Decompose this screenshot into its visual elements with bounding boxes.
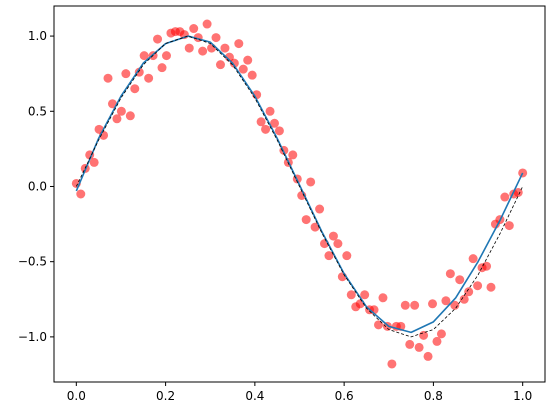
scatter-point bbox=[324, 251, 334, 261]
scatter-point bbox=[116, 106, 126, 116]
scatter-point bbox=[243, 55, 253, 65]
fit-lines bbox=[75, 35, 524, 338]
scatter-point bbox=[161, 51, 171, 61]
scatter-point bbox=[215, 60, 225, 70]
scatter-point bbox=[202, 19, 212, 29]
scatter-point bbox=[360, 290, 370, 300]
scatter-point bbox=[482, 261, 492, 271]
y-tick-label: −1.0 bbox=[18, 330, 47, 344]
x-tick-label: 0.2 bbox=[156, 389, 175, 403]
scatter-point bbox=[310, 222, 320, 232]
y-tick-label: 0.0 bbox=[28, 179, 47, 193]
y-tick-label: −0.5 bbox=[18, 255, 47, 269]
scatter-point bbox=[400, 300, 410, 310]
scatter-point bbox=[473, 281, 483, 291]
x-tick-label: 0.8 bbox=[424, 389, 443, 403]
scatter-point bbox=[207, 43, 217, 53]
scatter-point bbox=[423, 351, 433, 361]
scatter-point bbox=[459, 294, 469, 304]
scatter-point bbox=[121, 69, 131, 79]
scatter-point bbox=[450, 300, 460, 310]
scatter-point bbox=[265, 106, 275, 116]
scatter-point bbox=[76, 189, 86, 199]
scatter-point bbox=[342, 251, 352, 261]
scatter-point bbox=[153, 34, 163, 44]
scatter-point bbox=[157, 63, 167, 73]
scatter-point bbox=[500, 192, 510, 202]
scatter-point bbox=[464, 287, 474, 297]
scatter-point bbox=[328, 231, 338, 241]
scatter-point bbox=[468, 254, 478, 264]
x-axis-ticks: 0.0 0.2 0.4 0.6 0.8 1.0 bbox=[67, 382, 532, 403]
scatter-point bbox=[107, 99, 117, 109]
scatter-point bbox=[405, 339, 415, 349]
scatter-point bbox=[301, 215, 311, 225]
fitted-curve-line bbox=[75, 35, 524, 334]
y-tick-label: 1.0 bbox=[28, 29, 47, 43]
scatter-point bbox=[414, 342, 424, 352]
scatter-point bbox=[504, 221, 514, 231]
scatter-point bbox=[270, 118, 279, 128]
scatter-point bbox=[486, 282, 496, 292]
true-function-line bbox=[75, 35, 524, 338]
scatter-point bbox=[139, 51, 149, 61]
scatter-point bbox=[387, 359, 397, 369]
axes-frame bbox=[53, 5, 546, 383]
scatter-point bbox=[144, 73, 154, 83]
scatter-point bbox=[112, 114, 122, 124]
scatter-point bbox=[256, 117, 266, 127]
axes bbox=[53, 5, 546, 383]
scatter-point bbox=[428, 299, 438, 309]
scatter-series bbox=[71, 19, 528, 369]
y-tick-label: 0.5 bbox=[28, 104, 47, 118]
scatter-point bbox=[315, 204, 325, 214]
scatter-point bbox=[130, 84, 140, 94]
scatter-point bbox=[274, 126, 284, 136]
x-tick-label: 0.4 bbox=[245, 389, 264, 403]
scatter-point bbox=[410, 300, 420, 310]
y-axis-ticks: −1.0 −0.5 0.0 0.5 1.0 bbox=[18, 29, 54, 344]
scatter-point bbox=[306, 177, 316, 187]
scatter-point bbox=[229, 58, 239, 68]
scatter-point bbox=[89, 157, 99, 167]
x-tick-label: 0.0 bbox=[67, 389, 86, 403]
scatter-point bbox=[436, 329, 446, 339]
scatter-point bbox=[513, 188, 523, 197]
scatter-point bbox=[184, 43, 194, 53]
scatter-point bbox=[125, 111, 135, 121]
scatter-point bbox=[333, 239, 343, 249]
scatter-point bbox=[455, 275, 465, 285]
scatter-point bbox=[378, 293, 388, 303]
scatter-point bbox=[374, 320, 384, 330]
scatter-point bbox=[432, 336, 442, 346]
scatter-point bbox=[189, 24, 199, 34]
scatter-point bbox=[198, 46, 208, 56]
scatter-point bbox=[238, 64, 248, 74]
scatter-point bbox=[346, 290, 356, 300]
scatter-point bbox=[261, 124, 271, 134]
scatter-point bbox=[103, 73, 113, 83]
x-tick-label: 0.6 bbox=[335, 389, 354, 403]
scatter-point bbox=[234, 39, 244, 49]
scatter-point bbox=[247, 70, 257, 80]
scatter-point bbox=[288, 150, 298, 160]
scatter-point bbox=[220, 43, 230, 53]
scatter-point bbox=[211, 33, 221, 43]
x-tick-label: 1.0 bbox=[513, 389, 532, 403]
scatter-point bbox=[419, 330, 429, 340]
scatter-point bbox=[441, 296, 451, 306]
scatter-point bbox=[445, 269, 455, 279]
